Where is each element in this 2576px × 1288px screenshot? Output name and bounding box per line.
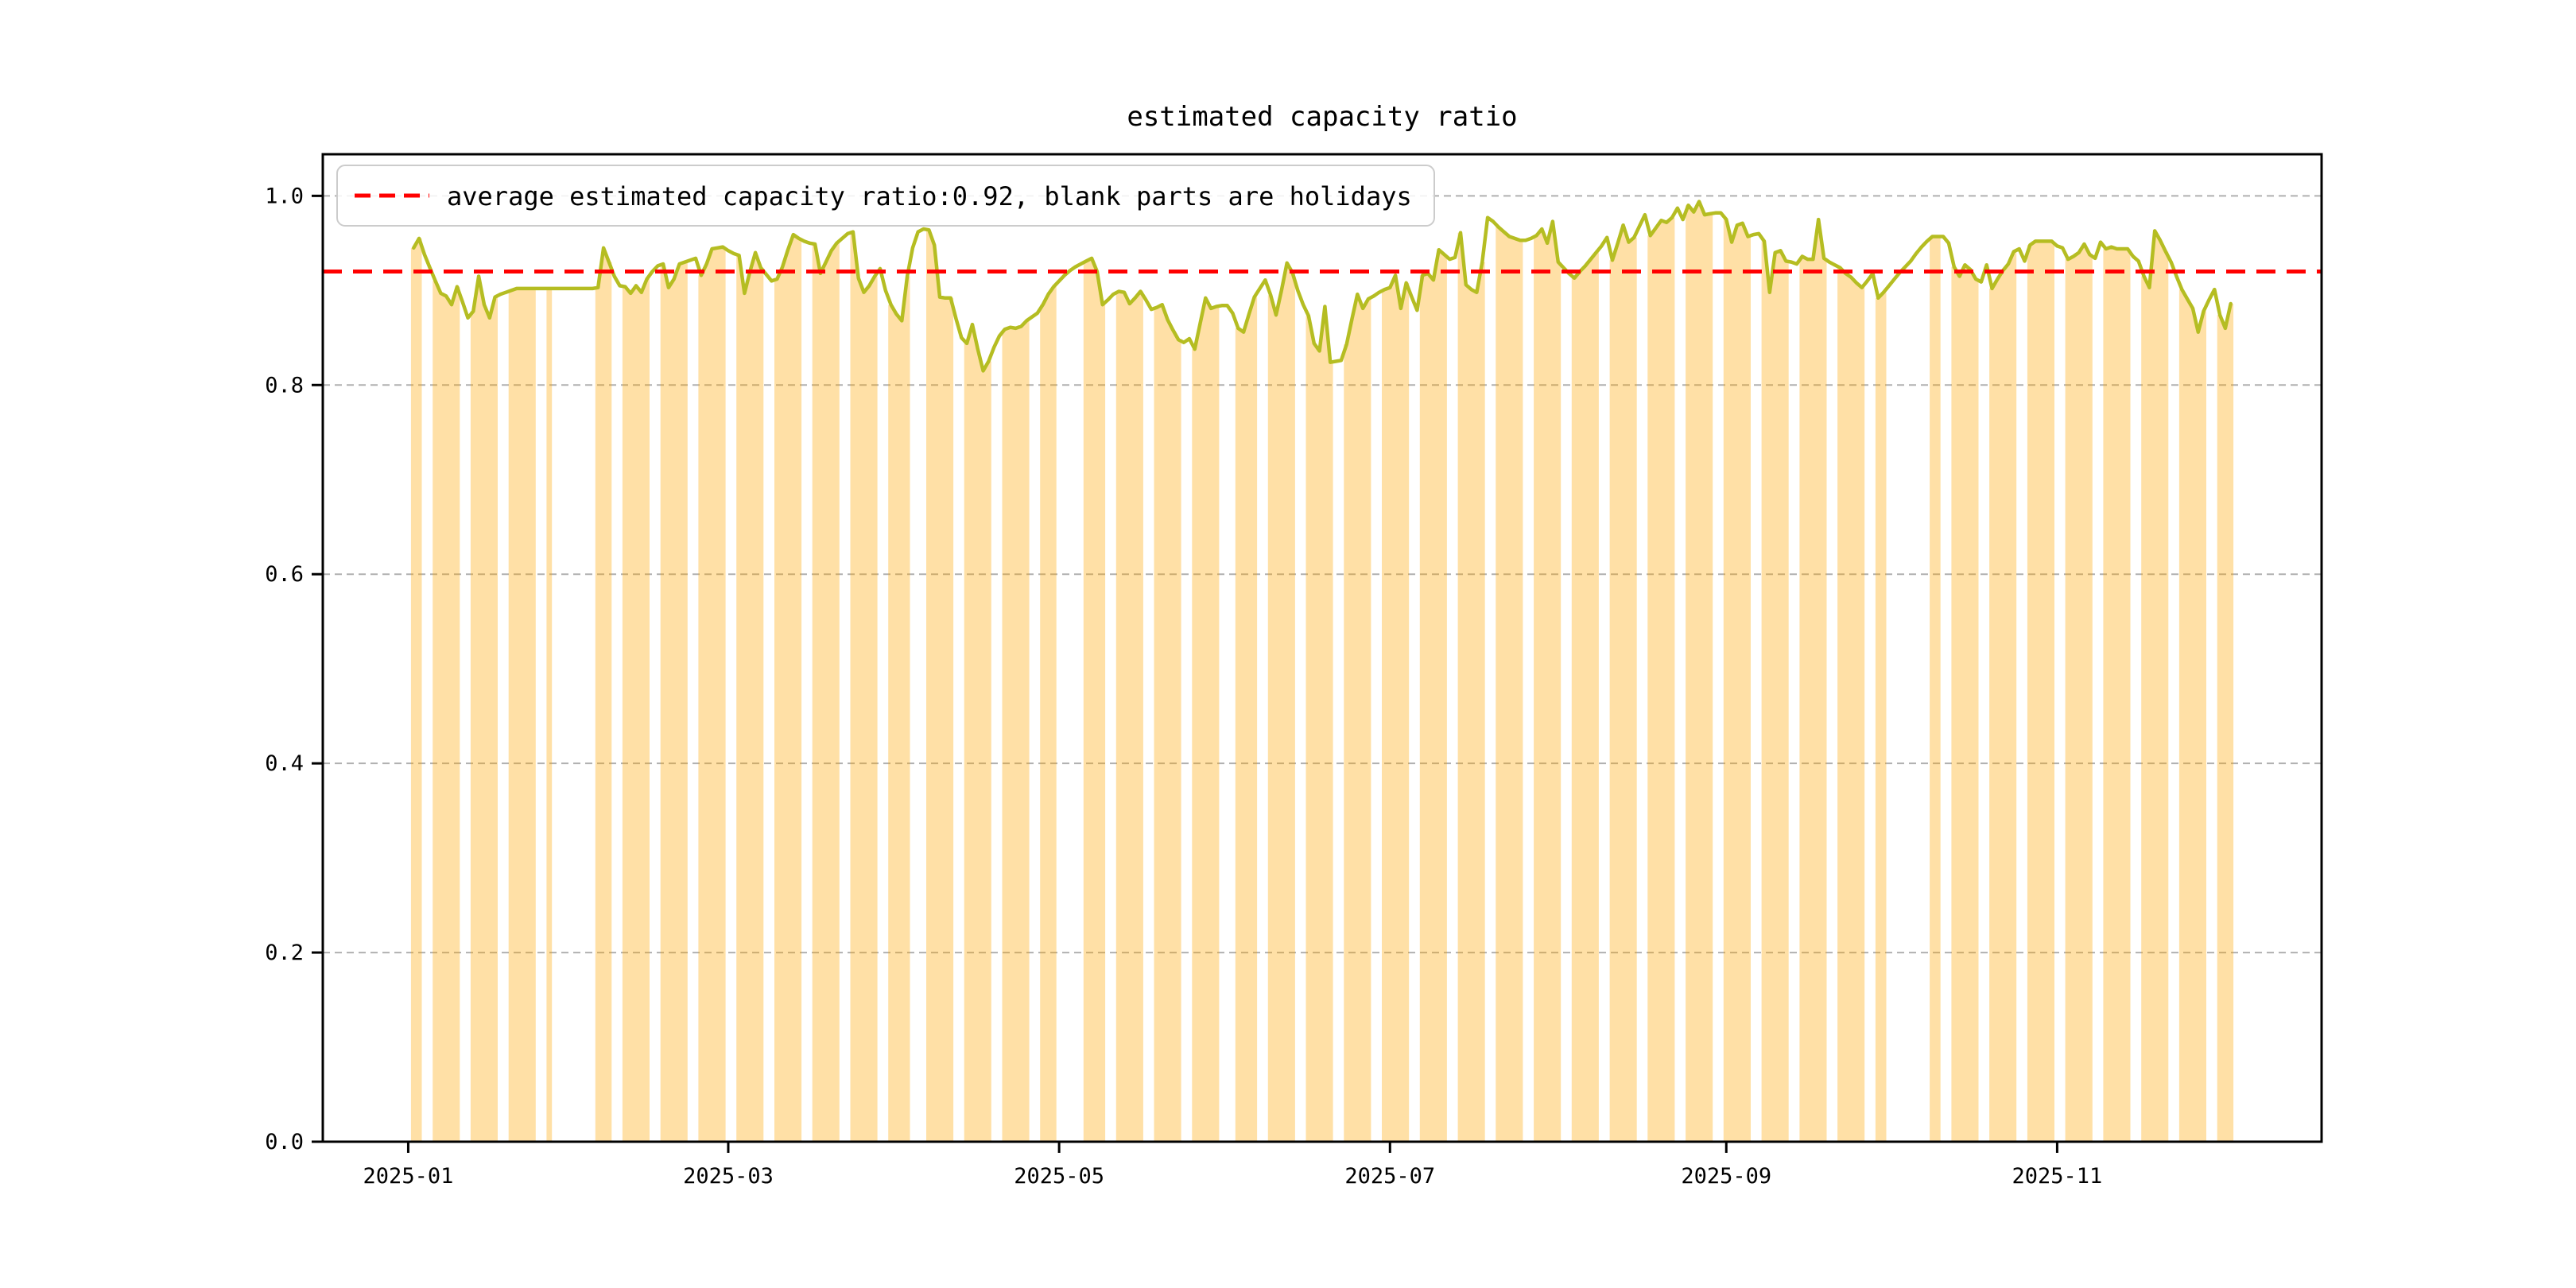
plot-border <box>321 153 2323 1143</box>
trading-day-bar-run <box>2178 289 2206 1143</box>
x-tick-label: 2025-11 <box>2012 1164 2103 1189</box>
trading-day-bar-run <box>698 246 726 1143</box>
trading-day-bar-run <box>1154 305 1181 1143</box>
trading-day-bar-run <box>1419 250 1447 1143</box>
x-tick-label: 2025-03 <box>683 1164 774 1189</box>
tick-labels: 0.0 0.2 0.4 0.6 0.8 1.0 2025-01 2025-03 2025-05 2… <box>265 184 2102 1189</box>
trading-day-bar-run <box>1723 219 1751 1143</box>
trading-day-bar-run <box>470 276 498 1142</box>
trading-day-bar-run <box>2217 304 2234 1142</box>
trading-day-bar-run <box>2065 244 2093 1142</box>
y-tick-label: 0.4 <box>265 751 304 776</box>
trading-day-bar-run <box>1875 292 1887 1143</box>
trading-day-bar-run <box>1799 219 1827 1143</box>
trading-day-bar-run <box>1571 252 1599 1143</box>
x-tick-label: 2025-07 <box>1344 1164 1435 1189</box>
trading-day-bar-run <box>1951 265 1979 1143</box>
trading-day-bar-run <box>1115 291 1143 1142</box>
trading-day-bar-run <box>1040 286 1057 1143</box>
trading-day-bar-run <box>926 230 954 1143</box>
trading-day-bar-run <box>1457 232 1485 1143</box>
y-tick-label: 0.8 <box>265 373 304 398</box>
trading-day-bar-run <box>964 324 991 1143</box>
trading-day-bar-run <box>1305 306 1333 1142</box>
trading-day-bar-run <box>2141 231 2169 1142</box>
legend-label: average estimated capacity ratio:0.92, b… <box>447 181 1412 211</box>
y-tick-label: 1.0 <box>265 184 304 208</box>
trading-day-bar-run <box>1930 236 1941 1142</box>
trading-day-bar-run <box>812 242 840 1142</box>
trading-day-bar-run <box>1235 297 1258 1143</box>
y-tick-label: 0.6 <box>265 562 304 587</box>
axes-layer <box>321 153 2323 1143</box>
trading-day-bar-run <box>1837 267 1865 1142</box>
trading-day-bar-run <box>1344 294 1371 1143</box>
x-tick-label: 2025-05 <box>1014 1164 1104 1189</box>
trading-day-bar-run <box>1192 297 1220 1142</box>
trading-day-bar-run <box>1989 251 2017 1142</box>
trading-day-bar-run <box>888 276 910 1142</box>
trading-day-bar-run <box>1267 262 1295 1142</box>
trading-day-bar-run <box>1686 201 1713 1142</box>
trading-day-bar-run <box>1534 221 1562 1142</box>
trading-day-bar-run <box>1002 320 1030 1142</box>
trading-day-bar-run <box>1609 225 1637 1143</box>
capacity-ratio-line <box>412 200 2233 373</box>
trading-day-bar-run <box>622 279 650 1142</box>
trading-day-bars <box>410 201 2234 1143</box>
trading-day-bar-run <box>850 231 878 1143</box>
trading-day-bar-run <box>595 247 612 1142</box>
trading-day-bar-run <box>410 238 422 1142</box>
trading-day-bar-run <box>2027 241 2054 1142</box>
y-tick-label: 0.0 <box>265 1130 304 1154</box>
trading-day-bar-run <box>546 288 553 1142</box>
trading-day-bar-run <box>774 235 802 1143</box>
trading-day-bar-run <box>1382 275 1410 1142</box>
trading-day-bar-run <box>1496 227 1523 1143</box>
trading-day-bar-run <box>1761 241 1789 1142</box>
capacity-ratio-polyline <box>412 200 2233 373</box>
legend: average estimated capacity ratio:0.92, b… <box>336 165 1435 227</box>
trading-day-bar-run <box>660 262 688 1143</box>
trading-day-bar-run <box>2103 246 2131 1143</box>
trading-day-bar-run <box>508 288 536 1142</box>
trading-day-bar-run <box>736 252 764 1143</box>
x-tick-label: 2025-09 <box>1681 1164 1771 1189</box>
y-tick-label: 0.2 <box>265 941 304 965</box>
trading-day-bar-run <box>433 281 460 1142</box>
trading-day-bar-run <box>1083 258 1106 1142</box>
chart-title: estimated capacity ratio <box>1127 101 1517 133</box>
trading-day-bar-run <box>1647 217 1675 1143</box>
legend-box <box>336 165 1435 227</box>
x-tick-label: 2025-01 <box>363 1164 454 1189</box>
